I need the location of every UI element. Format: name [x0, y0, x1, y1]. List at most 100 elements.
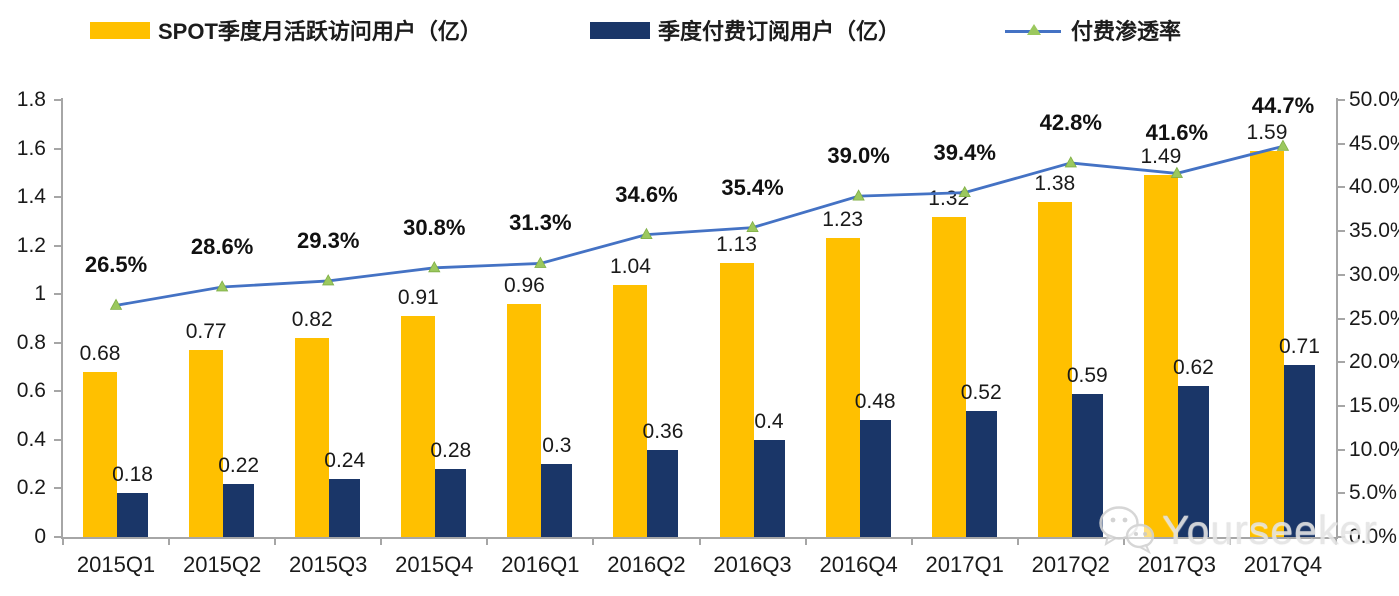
penetration-value-label: 39.4%: [933, 139, 996, 165]
x-axis-tick: [168, 538, 171, 545]
secondary-y-axis-line: [1336, 98, 1338, 539]
mau-value-label: 1.04: [610, 254, 651, 278]
penetration-marker: [215, 280, 229, 292]
secondary-y-axis-label: 15.0%: [1349, 393, 1399, 417]
legend-label-penetration: 付费渗透率: [1071, 19, 1182, 44]
secondary-y-axis-label: 50.0%: [1349, 88, 1399, 111]
mau-value-label: 0.77: [185, 320, 227, 344]
mau-bar: [295, 337, 330, 537]
mau-bar: [401, 316, 436, 537]
penetration-value-label: 39.0%: [827, 143, 890, 169]
y-axis-tick: [54, 293, 61, 296]
mau-bar: [613, 284, 648, 537]
subs-value-label: 0.22: [218, 453, 260, 477]
subs-value-label: 0.52: [960, 380, 1002, 404]
secondary-y-axis-tick: [1338, 536, 1345, 538]
x-axis-label: 2017Q4: [1243, 552, 1323, 577]
y-axis-label: 0.8: [16, 330, 46, 354]
triangle-marker-icon: [1027, 23, 1041, 35]
secondary-y-axis-tick: [1338, 230, 1345, 233]
y-axis-label: 1.8: [16, 88, 46, 111]
subs-value-label: 0.71: [1279, 334, 1320, 358]
secondary-y-axis-label: 25.0%: [1349, 306, 1399, 330]
x-axis-label: 2017Q2: [1031, 552, 1110, 577]
secondary-y-axis-label: 10.0%: [1349, 437, 1399, 461]
secondary-y-axis-label: 40.0%: [1349, 175, 1399, 199]
subs-bar: [117, 493, 149, 537]
subs-bar: [647, 449, 679, 537]
legend-label-subs: 季度付费订阅用户（亿）: [658, 19, 901, 44]
secondary-y-axis-label: 5.0%: [1349, 481, 1397, 505]
y-axis-tick: [54, 390, 61, 393]
x-axis-label: 2016Q2: [607, 552, 686, 577]
x-axis-tick: [910, 538, 913, 545]
x-axis-tick: [380, 538, 383, 545]
penetration-line: [115, 144, 1284, 307]
penetration-value-label: 29.3%: [297, 227, 360, 253]
subs-value-label: 0.18: [112, 463, 153, 487]
penetration-value-label: 44.7%: [1251, 93, 1315, 119]
secondary-y-axis-label: 0.0%: [1349, 525, 1397, 548]
subs-value-label: 0.62: [1172, 356, 1214, 380]
x-axis-label: 2016Q4: [819, 552, 898, 577]
subs-bar: [1177, 386, 1209, 537]
y-axis-label: 0.2: [16, 476, 46, 500]
x-axis-label: 2015Q3: [289, 552, 368, 577]
y-axis-label: 1.4: [16, 185, 46, 209]
subs-value-label: 0.3: [542, 434, 572, 458]
penetration-marker: [852, 189, 865, 201]
mau-bar: [507, 303, 542, 537]
penetration-value-label: 41.6%: [1145, 120, 1209, 146]
penetration-value-label: 42.8%: [1039, 109, 1102, 135]
legend-item-mau: SPOT季度月活跃访问用户（亿）: [90, 16, 482, 44]
secondary-y-axis-tick: [1338, 317, 1345, 320]
mau-value-label: 0.91: [397, 286, 439, 310]
subs-bar: [753, 439, 785, 537]
subs-bar: [223, 483, 255, 537]
subs-bar: [965, 410, 997, 537]
subs-value-label: 0.24: [324, 448, 366, 472]
y-axis-tick: [54, 196, 61, 199]
mau-bar: [83, 371, 118, 537]
mau-value-label: 1.32: [928, 186, 970, 210]
mau-value-label: 0.82: [291, 307, 333, 331]
x-axis-tick: [62, 538, 64, 545]
legend-item-penetration: 付费渗透率: [1005, 16, 1181, 44]
y-axis-tick: [54, 487, 61, 490]
mau-bar: [719, 262, 754, 537]
subs-swatch: [590, 21, 650, 39]
x-axis-tick: [698, 538, 701, 545]
x-axis-label: 2016Q1: [501, 552, 580, 577]
subs-value-label: 0.36: [642, 419, 684, 443]
x-axis-label: 2015Q1: [76, 552, 156, 577]
secondary-y-axis-tick: [1338, 492, 1345, 495]
secondary-y-axis-tick: [1338, 361, 1345, 364]
penetration-line-swatch: [1005, 22, 1061, 39]
x-axis-tick: [486, 538, 489, 545]
mau-value-label: 1.23: [822, 208, 864, 232]
y-axis-tick: [54, 99, 61, 101]
x-axis-tick: [1228, 538, 1231, 545]
y-axis-tick: [54, 147, 61, 150]
x-axis-label: 2015Q4: [395, 552, 474, 577]
y-axis-tick: [54, 438, 61, 441]
subs-value-label: 0.28: [430, 439, 472, 463]
mau-value-label: 1.59: [1246, 120, 1288, 144]
mau-value-label: 1.13: [716, 232, 757, 256]
secondary-y-axis-tick: [1338, 448, 1345, 451]
secondary-y-axis-label: 45.0%: [1349, 131, 1399, 155]
mau-value-label: 0.68: [79, 341, 121, 365]
legend-item-subs: 季度付费订阅用户（亿）: [590, 16, 900, 44]
penetration-marker: [746, 220, 759, 233]
mau-bar: [189, 350, 224, 537]
mau-value-label: 1.38: [1034, 171, 1076, 195]
secondary-y-axis-tick: [1338, 142, 1345, 145]
mau-bar: [825, 238, 860, 537]
y-axis-label: 1.6: [16, 136, 46, 160]
mau-value-label: 1.49: [1140, 145, 1182, 169]
y-axis-tick: [54, 244, 61, 247]
subs-bar: [435, 469, 467, 537]
subs-value-label: 0.4: [754, 409, 784, 433]
subs-value-label: 0.59: [1066, 363, 1108, 387]
